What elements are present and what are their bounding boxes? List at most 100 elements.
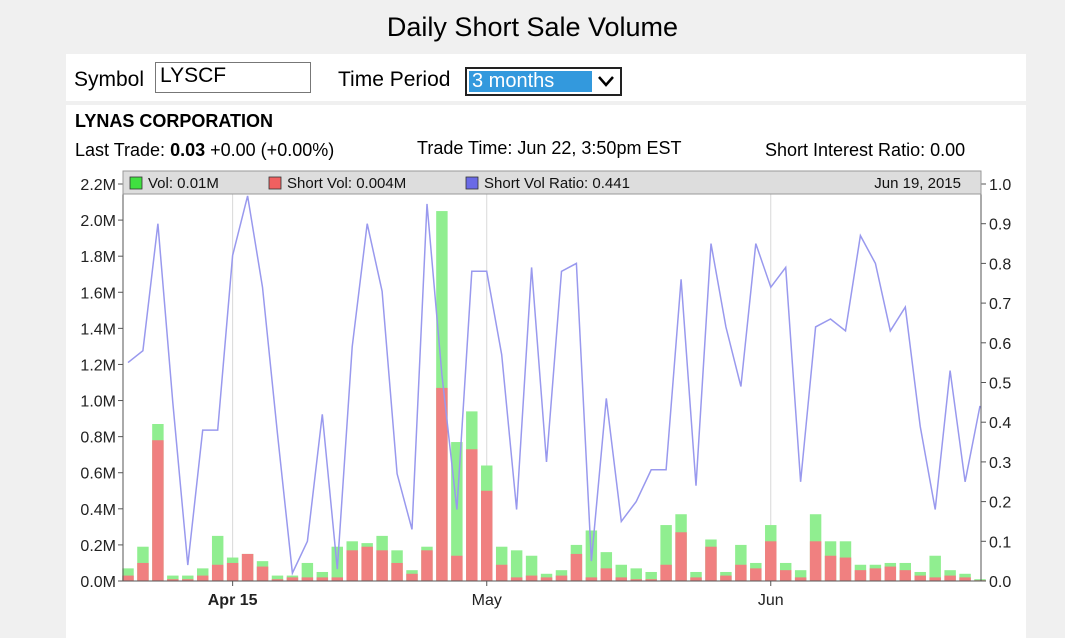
short-vol-bar (690, 577, 702, 581)
left-tick-label: 0.0M (80, 574, 116, 591)
left-tick-label: 0.4M (80, 502, 116, 519)
legend-vol-swatch (129, 176, 143, 190)
last-trade: Last Trade: 0.03 +0.00 (+0.00%) (75, 140, 334, 161)
left-tick-label: 1.4M (80, 321, 116, 338)
left-tick-label: 0.2M (80, 538, 116, 555)
last-trade-price: 0.03 (170, 140, 206, 160)
symbol-input[interactable]: LYSCF (155, 62, 311, 93)
time-period-select[interactable]: 3 months (465, 67, 622, 96)
trade-time: Trade Time: Jun 22, 3:50pm EST (417, 138, 682, 158)
x-tick-label: Apr 15 (208, 592, 258, 609)
short-vol-bar (226, 562, 239, 581)
left-tick-label: 2.0M (80, 213, 116, 230)
symbol-label: Symbol (74, 68, 145, 91)
right-tick-label: 0.7 (989, 296, 1011, 313)
short-vol-bar (137, 562, 149, 581)
page-title: Daily Short Sale Volume (386, 12, 679, 42)
vol-bar (451, 442, 463, 581)
right-tick-label: 0.2 (989, 495, 1011, 512)
right-tick-label: 0.0 (989, 574, 1011, 591)
short-vol-ratio-line (127, 195, 981, 576)
controls-bar: Symbol LYSCF Time Period 3 months (66, 54, 1026, 101)
short-vol-bar (824, 555, 837, 581)
short-vol-bar (152, 440, 164, 581)
short-vol-bar (122, 575, 134, 581)
short-vol-bar (286, 577, 299, 581)
left-tick-label: 1.2M (80, 357, 116, 374)
vol-bar (660, 525, 672, 581)
short-vol-bar (660, 564, 672, 581)
vol-bar (316, 571, 329, 581)
vol-bar (600, 552, 613, 581)
x-tick-label: Jun (758, 592, 784, 609)
vol-bar (690, 571, 702, 581)
left-tick-label: 2.2M (80, 177, 116, 194)
short-vol-bar (451, 555, 463, 581)
chevron-down-icon (598, 76, 614, 87)
short-vol-bar (944, 575, 956, 581)
legend-ratio-swatch (465, 176, 479, 190)
right-tick-label: 0.5 (989, 376, 1011, 393)
right-tick-label: 0.9 (989, 217, 1011, 234)
short-vol-bar (376, 550, 388, 581)
left-tick-label: 1.6M (80, 285, 116, 302)
legend-date: Jun 19, 2015 (874, 175, 961, 192)
vol-bar (495, 546, 508, 581)
left-tick-label: 0.8M (80, 430, 116, 447)
short-vol-bar (510, 577, 523, 581)
chart-legend: Vol: 0.01M Short Vol: 0.004M Short Vol Rat… (122, 170, 982, 195)
short-vol-bar (406, 573, 418, 581)
short-vol-bar (765, 541, 777, 581)
short-vol-bar (645, 579, 657, 581)
short-vol-bar (854, 570, 867, 581)
vol-bar (211, 535, 224, 581)
short-vol-bar (182, 579, 194, 581)
legend-short-vol-label: Short Vol: 0.004M (287, 175, 406, 192)
vol-bar (301, 562, 314, 581)
short-vol-bar (779, 570, 792, 581)
short-vol-bar (630, 579, 642, 581)
legend-short-vol-swatch (268, 176, 282, 190)
short-vol-bar (211, 564, 224, 581)
short-vol-bar (884, 566, 897, 581)
vol-bar (630, 568, 642, 581)
legend-ratio-label: Short Vol Ratio: 0.441 (484, 175, 630, 192)
short-vol-bar (675, 532, 687, 581)
last-trade-label: Last Trade: (75, 140, 166, 160)
short-vol-bar (495, 564, 508, 581)
vol-bar (510, 550, 523, 581)
short-vol-bar (720, 575, 732, 581)
short-vol-bar (615, 577, 627, 581)
ratio-line (127, 195, 981, 576)
short-vol-bar (570, 553, 583, 581)
left-tick-label: 1.8M (80, 249, 116, 266)
right-tick-label: 0.8 (989, 256, 1011, 273)
short-vol-bar (839, 557, 852, 581)
short-vol-bar (361, 546, 373, 581)
company-name: LYNAS CORPORATION (75, 111, 274, 131)
vol-bar (974, 579, 986, 581)
vol-bar (182, 575, 194, 581)
short-vol-bar (555, 575, 568, 581)
vol-bar (271, 575, 284, 581)
short-vol-bar (391, 562, 403, 581)
short-vol-bar (316, 577, 329, 581)
chart-panel: LYNAS CORPORATION Last Trade: 0.03 +0.00… (66, 105, 1026, 638)
short-vol-bar (585, 577, 598, 581)
short-vol-bar (600, 568, 613, 581)
short-vol-bar (809, 541, 822, 581)
chart-axes: 0.0M 0.2M 0.4M 0.6M 0.8M 1.0M 1.2M 1.4M 1.6M 1.8M… (80, 171, 1011, 609)
left-tick-label: 1.0M (80, 394, 116, 411)
vol-bar (735, 544, 747, 581)
short-vol-bar (346, 550, 358, 581)
period-label: Time Period (338, 68, 451, 91)
short-vol-bar (436, 387, 448, 581)
right-tick-label: 0.6 (989, 336, 1011, 353)
short-interest-ratio: Short Interest Ratio: 0.00 (765, 140, 966, 160)
short-vol-bar (167, 579, 179, 581)
right-tick-label: 0.4 (989, 415, 1011, 432)
vol-bar (525, 555, 538, 581)
short-vol-bar (525, 575, 538, 581)
short-vol-bar (331, 577, 343, 581)
time-period-value: 3 months (469, 71, 592, 92)
